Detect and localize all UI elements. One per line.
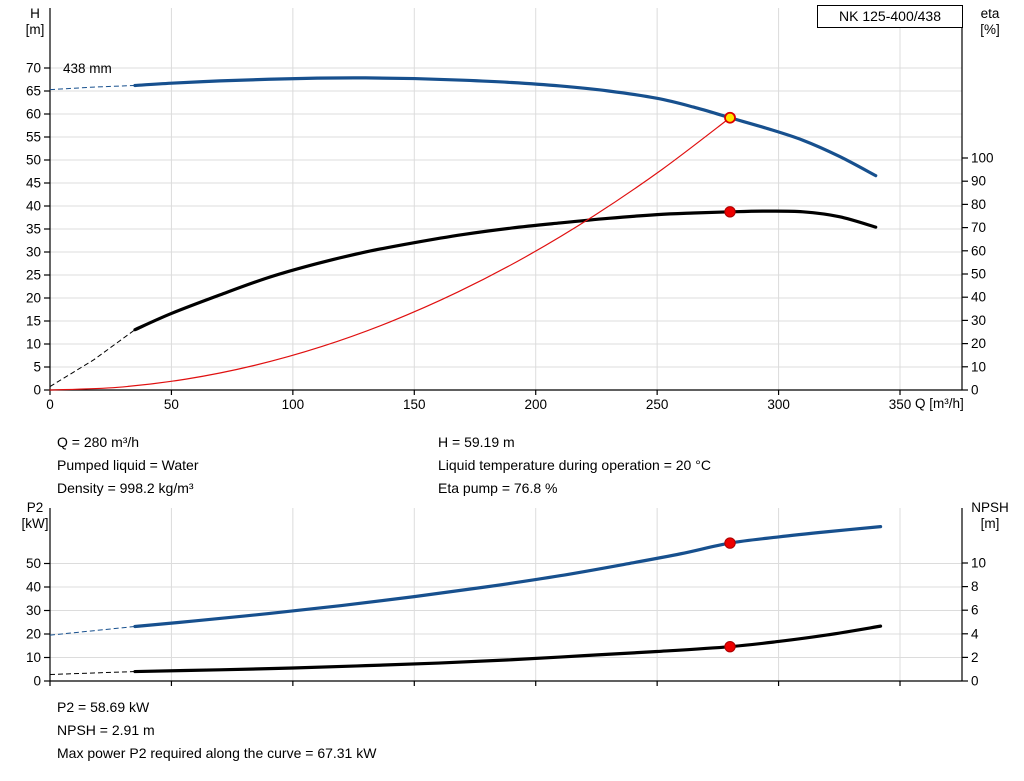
left-tick-label: 70	[26, 61, 41, 76]
left-tick-label: 40	[26, 199, 41, 214]
q-axis-title: Q [m³/h]	[915, 396, 964, 411]
left-tick-label: 15	[26, 314, 41, 329]
right-tick-label: 40	[971, 290, 986, 305]
eta-curve	[133, 209, 878, 332]
left-tick-label: 25	[26, 268, 41, 283]
npsh-axis-title: NPSH [m]	[960, 500, 1020, 532]
bottom-chart: 0 10 20 30 40 50 0 2 4 6 8 10	[26, 508, 986, 689]
pump-type-label: NK 125-400/438	[839, 8, 941, 24]
pump-type-box: NK 125-400/438	[817, 5, 963, 28]
eta-axis-title-line1: eta	[980, 6, 1000, 21]
right-tick-label: 60	[971, 243, 986, 258]
info-line-q: Q = 280 m³/h	[57, 434, 140, 450]
right-tick-label: 10	[971, 556, 986, 571]
left-tick-label: 65	[26, 84, 41, 99]
left-tick-label: 0	[33, 674, 41, 689]
left-tick-label: 30	[26, 245, 41, 260]
eta-curve-dashed-extension	[49, 329, 136, 387]
left-tick-label: 55	[26, 130, 41, 145]
x-tick-label: 200	[524, 397, 547, 412]
info-line-temperature: Liquid temperature during operation = 20…	[438, 457, 711, 473]
h-axis-title-line1: H	[30, 6, 40, 21]
duty-info-left-column: Q = 280 m³/h Pumped liquid = Water Densi…	[57, 431, 199, 500]
p2-axis-title-line2: [kW]	[21, 516, 49, 531]
left-tick-label: 5	[33, 360, 41, 375]
x-tick-label: 350	[889, 397, 912, 412]
p2-curve-dashed-extension	[49, 625, 136, 636]
p2-curve	[133, 525, 883, 629]
left-tick-label: 30	[26, 603, 41, 618]
system-curve	[49, 117, 731, 391]
left-tick-label: 60	[26, 107, 41, 122]
left-tick-label: 0	[33, 383, 41, 398]
info-line-h: H = 59.19 m	[438, 434, 515, 450]
left-tick-label: 20	[26, 291, 41, 306]
h-axis-title: H [m]	[16, 6, 54, 38]
left-tick-label: 20	[26, 627, 41, 642]
x-tick-label: 100	[282, 397, 305, 412]
left-tick-label: 50	[26, 153, 41, 168]
npsh-curve-dashed-extension	[49, 671, 136, 676]
right-tick-label: 20	[971, 336, 986, 351]
npsh-curve	[133, 624, 883, 674]
top-chart: 0 5 10 15 20 25 30 35 40 45 50 55 60 65 70 0 10 20 30 40 50 6…	[26, 8, 994, 412]
bottom-chart-plot-area[interactable]	[50, 508, 962, 681]
left-tick-label: 40	[26, 580, 41, 595]
h-axis-title-line2: [m]	[25, 22, 45, 37]
x-tick-label: 300	[767, 397, 790, 412]
info-line-density: Density = 998.2 kg/m³	[57, 480, 194, 496]
duty-point-head-marker[interactable]	[724, 111, 736, 124]
right-tick-label: 100	[971, 151, 994, 166]
eta-axis-title: eta [%]	[968, 6, 1012, 38]
x-tick-label: 150	[403, 397, 426, 412]
p2-axis-title-line1: P2	[26, 500, 44, 515]
info-line-p2: P2 = 58.69 kW	[57, 699, 150, 715]
info-line-liquid: Pumped liquid = Water	[57, 457, 199, 473]
right-tick-label: 0	[971, 383, 979, 398]
right-tick-label: 50	[971, 267, 986, 282]
right-tick-label: 10	[971, 359, 986, 374]
right-tick-label: 4	[971, 626, 979, 641]
x-tick-label: 50	[164, 397, 179, 412]
power-info-column: P2 = 58.69 kW NPSH = 2.91 m Max power P2…	[57, 696, 376, 765]
right-tick-label: 6	[971, 603, 979, 618]
info-line-npsh: NPSH = 2.91 m	[57, 722, 155, 738]
left-tick-label: 50	[26, 556, 41, 571]
duty-point-npsh-marker[interactable]	[724, 640, 736, 653]
left-tick-label: 10	[26, 337, 41, 352]
left-tick-label: 45	[26, 176, 41, 191]
duty-point-p2-marker[interactable]	[724, 537, 736, 549]
right-tick-label: 70	[971, 220, 986, 235]
x-tick-label: 0	[46, 397, 54, 412]
top-chart-plot-area[interactable]	[50, 8, 962, 390]
right-tick-label: 2	[971, 650, 979, 665]
head-curve	[133, 76, 878, 178]
info-line-eta: Eta pump = 76.8 %	[438, 480, 558, 496]
right-tick-label: 80	[971, 197, 986, 212]
impeller-diameter-label: 438 mm	[63, 61, 112, 76]
p2-axis-title: P2 [kW]	[12, 500, 58, 532]
right-tick-label: 30	[971, 313, 986, 328]
left-tick-label: 10	[26, 650, 41, 665]
duty-point-eta-marker[interactable]	[724, 206, 736, 218]
eta-axis-title-line2: [%]	[980, 22, 1000, 37]
head-curve-dashed-extension	[49, 84, 136, 91]
npsh-axis-title-line2: [m]	[980, 516, 1000, 531]
right-tick-label: 90	[971, 174, 986, 189]
right-tick-label: 0	[971, 674, 979, 689]
info-line-max-power: Max power P2 required along the curve = …	[57, 745, 377, 761]
left-tick-label: 35	[26, 222, 41, 237]
npsh-axis-title-line1: NPSH	[971, 500, 1009, 515]
duty-info-right-column: H = 59.19 m Liquid temperature during op…	[438, 431, 711, 500]
right-tick-label: 8	[971, 579, 979, 594]
x-tick-label: 250	[646, 397, 669, 412]
